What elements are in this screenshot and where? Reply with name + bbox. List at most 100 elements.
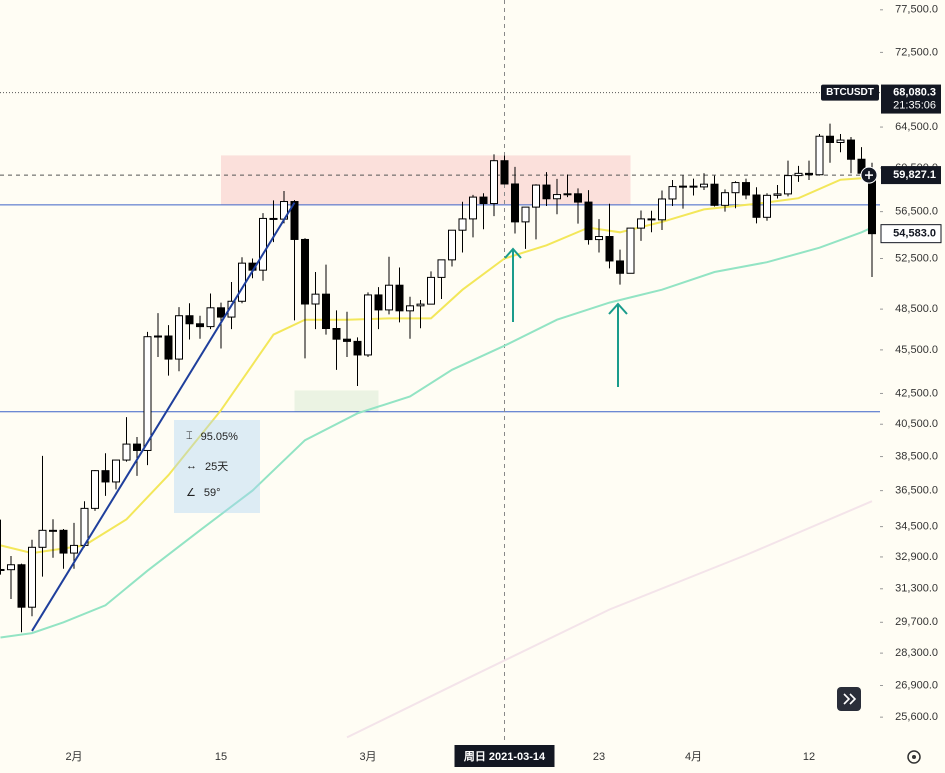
- y-tick-label: 52,500.0: [895, 252, 938, 264]
- candle-body: [91, 470, 99, 509]
- measure-bars: 25天: [205, 461, 229, 473]
- candle-body: [668, 186, 677, 200]
- settings-button[interactable]: [907, 750, 921, 764]
- candle-body: [259, 217, 267, 271]
- candle-body: [112, 459, 120, 483]
- candle-body: [553, 194, 561, 200]
- candle-body: [269, 217, 278, 220]
- scroll-icon: [843, 693, 851, 705]
- candle-body: [679, 185, 687, 188]
- icon: ∠: [186, 487, 196, 499]
- candle-body: [511, 183, 519, 223]
- add-icon: [865, 171, 873, 180]
- candle-body: [616, 260, 624, 274]
- candle-body: [17, 564, 26, 608]
- candle-body: [311, 293, 320, 305]
- candle-body: [143, 336, 152, 451]
- candle-body: [805, 172, 813, 176]
- y-tick-label: 45,500.0: [895, 344, 938, 356]
- crosshair-label-bg: [454, 745, 555, 767]
- measure-box: ⌶ 95.05% ↔ 25天 ∠ 59°: [174, 420, 260, 513]
- candle-body: [700, 183, 708, 188]
- candle-body: [479, 196, 488, 205]
- moving-average: [0, 176, 873, 555]
- candle-body: [238, 262, 246, 302]
- moving-average: [346, 500, 873, 739]
- candle-body: [637, 218, 645, 229]
- candle-body: [322, 293, 330, 330]
- y-tick-label: 36,500.0: [895, 485, 938, 497]
- candle-body: [175, 315, 183, 360]
- candle-body: [164, 335, 173, 360]
- symbol-label-bg: [821, 84, 879, 101]
- candle-body: [710, 183, 719, 206]
- y-tick-label: 48,500.0: [895, 303, 938, 315]
- candle-body: [437, 259, 446, 278]
- x-tick-label: 23: [593, 751, 605, 763]
- arrow-head: [608, 302, 628, 315]
- y-tick-label: 28,300.0: [895, 647, 938, 659]
- y-tick-label: 32,900.0: [895, 551, 938, 563]
- candle-body: [427, 276, 435, 305]
- x-tick-label: 3月: [359, 751, 376, 763]
- candle-body: [364, 294, 372, 356]
- measure-row: ⌶ 95.05%: [186, 430, 238, 443]
- candle-body: [0, 568, 5, 571]
- candle-body: [742, 182, 750, 196]
- y-tick-label: 25,600.0: [895, 711, 938, 723]
- candle-body: [815, 135, 824, 176]
- x-tick-label: 4月: [685, 751, 702, 763]
- candle-body: [70, 544, 78, 554]
- candle-body: [28, 546, 36, 608]
- zone: [294, 390, 379, 412]
- candle-body: [763, 194, 771, 218]
- y-tick-label: 34,500.0: [895, 521, 938, 533]
- price-time: 21:35:06: [893, 99, 936, 111]
- candle-body: [752, 194, 761, 218]
- icon: ↔: [186, 460, 197, 472]
- icon: ⌶: [186, 430, 193, 442]
- candle-body: [847, 139, 855, 160]
- y-tick-label: 77,500.0: [895, 4, 938, 16]
- candle-body: [332, 328, 341, 340]
- candle-body: [49, 529, 57, 532]
- candle-body: [290, 201, 299, 240]
- y-tick-label: 42,500.0: [895, 387, 938, 399]
- candle-body: [385, 284, 393, 311]
- scroll-icon: [849, 693, 857, 705]
- candle-body: [500, 160, 509, 185]
- measure-change: 95.05%: [200, 430, 238, 443]
- candle-body: [563, 193, 572, 196]
- candle-body: [658, 198, 666, 221]
- plot-area: [0, 0, 880, 740]
- y-tick-label: 26,900.0: [895, 679, 938, 691]
- arrow-head: [504, 247, 522, 259]
- candle-body: [469, 196, 477, 220]
- price-label: 68,080.3: [893, 86, 936, 98]
- y-tick-label: 31,300.0: [895, 583, 938, 595]
- candle-body: [374, 294, 383, 311]
- candle-body: [721, 192, 729, 206]
- settings-icon: [912, 755, 916, 759]
- candle-body: [794, 172, 803, 177]
- candle-body: [836, 139, 845, 143]
- candle-body: [584, 201, 593, 241]
- y-tick-label: 56,500.0: [895, 206, 938, 218]
- candle-body: [647, 218, 656, 221]
- candle-body: [343, 338, 351, 342]
- x-tick-label: 2月: [65, 751, 82, 763]
- price-axis: 77,500.072,500.064,500.060,500.056,500.0…: [880, 4, 938, 723]
- y-tick-label: 40,500.0: [895, 418, 938, 430]
- candle-body: [605, 236, 614, 262]
- y-tick-label: 38,500.0: [895, 450, 938, 462]
- candle-body: [133, 443, 141, 451]
- trend-line: [31, 202, 296, 632]
- candle-body: [227, 300, 236, 318]
- candle-body: [689, 185, 698, 188]
- price-label-bg: [881, 84, 941, 114]
- candle-body: [301, 238, 309, 305]
- x-tick-label: 12: [803, 751, 815, 763]
- measure-angle: 59°: [203, 486, 221, 499]
- y-tick-label: 29,700.0: [895, 616, 938, 628]
